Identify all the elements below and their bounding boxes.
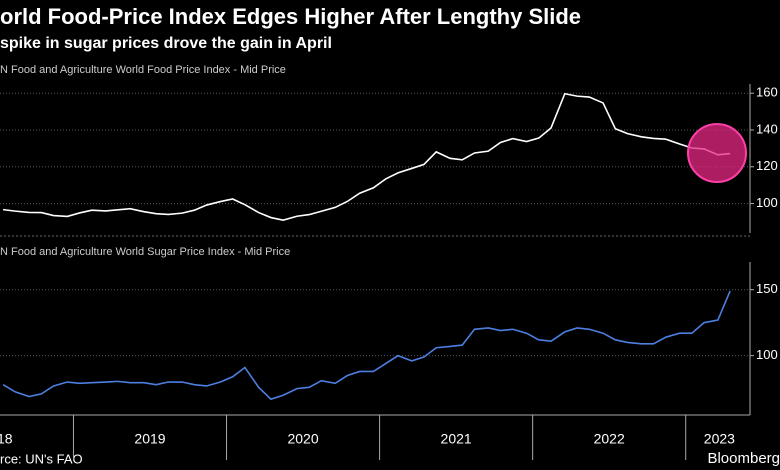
y-tick-label: 100 xyxy=(756,195,778,210)
data-line xyxy=(2,92,731,221)
panel-title: N Food and Agriculture World Food Price … xyxy=(0,64,286,76)
y-tick-label: 150 xyxy=(756,281,778,296)
highlight-circle xyxy=(687,123,747,183)
y-tick-label: 140 xyxy=(756,121,778,136)
panel-title: N Food and Agriculture World Sugar Price… xyxy=(0,246,290,258)
chart-subtitle: spike in sugar prices drove the gain in … xyxy=(0,35,332,52)
x-tick-label: 2019 xyxy=(134,431,165,447)
y-tick-label: 120 xyxy=(756,158,778,173)
data-line xyxy=(2,290,731,401)
x-tick-label: 2021 xyxy=(441,431,472,447)
y-tick-label: 160 xyxy=(756,85,778,100)
brand: Bloomberg xyxy=(707,450,780,467)
x-tick-label: 2020 xyxy=(287,431,318,447)
chart-title: orld Food-Price Index Edges Higher After… xyxy=(0,4,581,29)
x-tick-label: 2022 xyxy=(594,431,625,447)
source: rce: UN's FAO xyxy=(0,451,83,466)
x-tick-label: 2018 xyxy=(0,431,13,447)
y-tick-label: 100 xyxy=(756,347,778,362)
x-tick-label: 2023 xyxy=(704,431,735,447)
